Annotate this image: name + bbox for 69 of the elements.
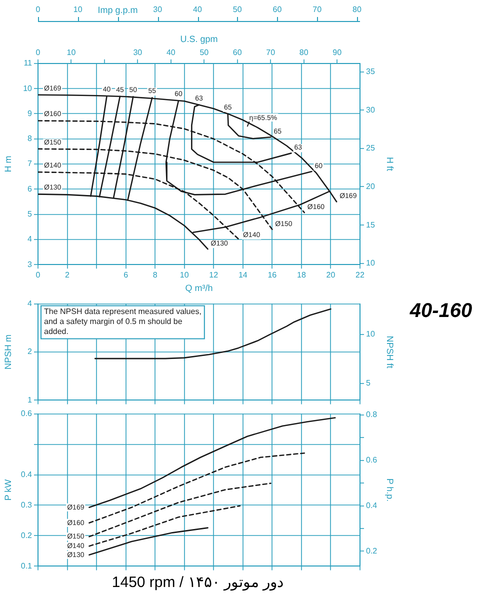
y2-axis-title: NPSH ft — [385, 336, 396, 369]
y-tick-label: 2 — [28, 347, 33, 356]
y-tick-label: 1 — [28, 395, 33, 404]
y-tick-label: 11 — [24, 58, 33, 68]
y2-tick-label: 10 — [366, 258, 376, 268]
x-tick-label: 0 — [36, 270, 41, 280]
x-tick-label: 16 — [268, 270, 278, 280]
x2-tick-label: 80 — [299, 48, 309, 57]
y2-tick-label: 5 — [366, 378, 371, 388]
x-tick-label: 20 — [326, 270, 336, 280]
x-tick-label: 6 — [124, 270, 129, 280]
y-tick-label: 0.6 — [20, 409, 33, 418]
y-tick-label: 0.1 — [20, 561, 33, 570]
text: 50 — [232, 5, 242, 14]
x2-tick-label: 0 — [36, 48, 41, 57]
x2-tick-label: 70 — [266, 48, 276, 57]
y2-tick-label: 30 — [366, 105, 376, 114]
x-tick-label: 2 — [65, 270, 70, 280]
x-axis-title: Q m³/h — [185, 283, 213, 294]
x2-tick-label: 30 — [133, 48, 143, 57]
x-tick-label: 18 — [297, 270, 306, 280]
x2-tick-label: 50 — [200, 48, 210, 57]
y-tick-label: 4 — [28, 234, 33, 244]
x2-tick-label: 60 — [232, 48, 242, 57]
text: 1450 rpm / دور موتور ۱۴۵۰ — [110, 573, 286, 593]
text: 60 — [272, 5, 282, 14]
y2-tick-label: 15 — [366, 220, 376, 230]
y-tick-label: 0.2 — [20, 530, 33, 540]
y-tick-label: 3 — [28, 260, 33, 269]
y2-tick-label: 35 — [366, 66, 376, 76]
x2-tick-label: 10 — [66, 48, 76, 57]
y-axis-title: NPSH m — [2, 334, 13, 370]
y2-tick-label: 10 — [366, 330, 376, 339]
y-tick-label: 0.4 — [20, 470, 33, 479]
x-tick-label: 8 — [152, 270, 158, 280]
y-axis-title: P kW — [2, 478, 13, 501]
y-tick-label: 4 — [28, 299, 33, 308]
y-tick-label: 10 — [23, 84, 33, 93]
y-tick-label: 0.3 — [20, 500, 33, 510]
x2-tick-label: 40 — [166, 48, 176, 57]
y2-tick-label: 0.4 — [366, 500, 378, 510]
text: Imp g.p.m — [98, 5, 138, 15]
text: 80 — [352, 5, 362, 14]
y-tick-label: 9 — [28, 108, 33, 118]
text: 0 — [36, 5, 40, 14]
x-tick-label: 14 — [238, 270, 248, 280]
y-tick-label: 8 — [28, 134, 33, 144]
x-tick-label: 22 — [356, 270, 365, 280]
y2-tick-label: 20 — [366, 182, 376, 191]
annotation: The NPSH data represent measured values, and a safety margin of 0.5 m should be added. — [44, 307, 202, 336]
text: 30 — [153, 5, 162, 14]
x-tick-label: 12 — [209, 270, 219, 280]
y2-axis-title: H ft — [385, 156, 396, 172]
y2-tick-label: 0.8 — [366, 410, 378, 420]
x2-tick-label: 90 — [332, 48, 342, 57]
y-tick-label: 6 — [28, 184, 33, 194]
y2-tick-label: 0.6 — [366, 456, 378, 465]
y2-axis-title: P h.p. — [385, 478, 396, 502]
y-tick-label: 5 — [28, 210, 33, 219]
text: 40-160 — [408, 300, 474, 323]
x-tick-label: 10 — [180, 270, 190, 280]
y2-tick-label: 25 — [366, 144, 376, 153]
text: 40 — [193, 5, 202, 14]
x2-axis-title: U.S. gpm — [180, 34, 218, 44]
text: 70 — [312, 5, 322, 14]
y-tick-label: 7 — [28, 159, 33, 168]
y2-tick-label: 0.2 — [366, 546, 378, 556]
y-axis-title: H m — [2, 156, 13, 172]
text: 10 — [73, 5, 82, 14]
